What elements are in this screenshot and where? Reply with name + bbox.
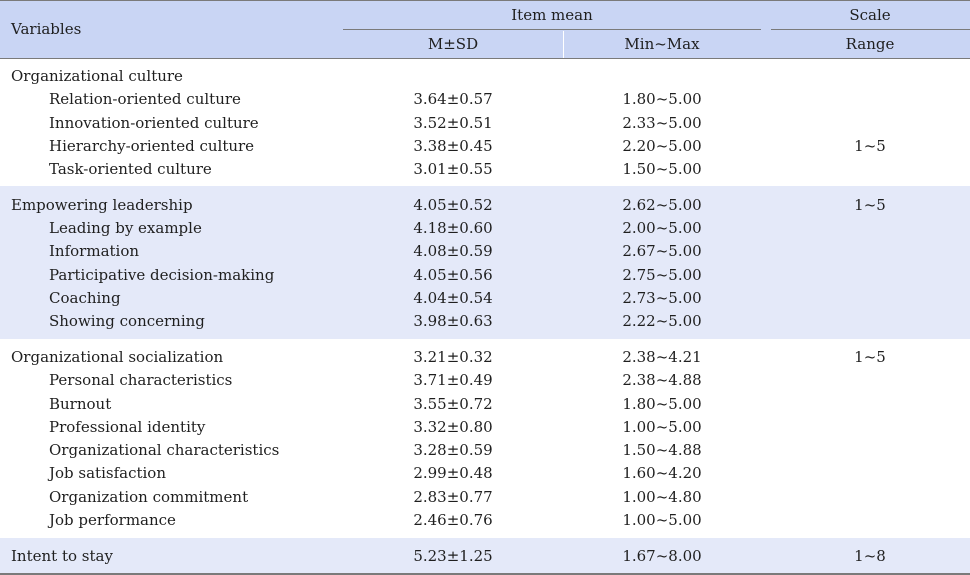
item-msd: 3.98±0.63 bbox=[413, 312, 493, 330]
item-msd: 3.32±0.80 bbox=[413, 418, 493, 436]
header-variables: Variables bbox=[11, 20, 82, 38]
scale-underline bbox=[771, 29, 970, 30]
item-minmax: 1.00~4.80 bbox=[622, 488, 702, 506]
group-label: Organizational socialization bbox=[11, 348, 224, 366]
item-minmax: 2.73~5.00 bbox=[622, 289, 702, 307]
item-msd: 2.46±0.76 bbox=[413, 511, 493, 529]
item-msd: 4.08±0.59 bbox=[413, 242, 493, 260]
item-minmax: 2.20~5.00 bbox=[622, 137, 702, 155]
item-label: Job performance bbox=[49, 511, 176, 529]
item-msd: 3.01±0.55 bbox=[413, 160, 493, 178]
group-band bbox=[0, 339, 970, 538]
item-minmax: 1.00~5.00 bbox=[622, 511, 702, 529]
header-msd: M±SD bbox=[427, 35, 479, 53]
item-label: Coaching bbox=[49, 289, 121, 307]
item-minmax: 2.75~5.00 bbox=[622, 266, 702, 284]
item-label: Information bbox=[49, 242, 140, 260]
item-msd: 4.05±0.56 bbox=[413, 266, 493, 284]
item-msd: 2.83±0.77 bbox=[413, 488, 493, 506]
item-msd: 3.52±0.51 bbox=[413, 114, 493, 132]
item-minmax: 1.50~5.00 bbox=[622, 160, 702, 178]
group-minmax: 2.62~5.00 bbox=[622, 196, 702, 214]
group-range: 1~5 bbox=[854, 137, 886, 155]
column-separator bbox=[563, 31, 564, 58]
item-label: Innovation-oriented culture bbox=[49, 114, 259, 132]
item-label: Personal characteristics bbox=[49, 371, 233, 389]
group-range: 1~5 bbox=[854, 196, 886, 214]
header-item-mean: Item mean bbox=[511, 6, 593, 24]
group-msd: 5.23±1.25 bbox=[413, 547, 493, 565]
item-msd: 3.55±0.72 bbox=[413, 395, 493, 413]
item-msd: 3.38±0.45 bbox=[413, 137, 493, 155]
group-label: Organizational culture bbox=[11, 67, 183, 85]
item-minmax: 2.22~5.00 bbox=[622, 312, 702, 330]
item-minmax: 2.33~5.00 bbox=[622, 114, 702, 132]
item-minmax: 1.80~5.00 bbox=[622, 90, 702, 108]
item-mean-underline bbox=[343, 29, 761, 30]
group-range: 1~8 bbox=[854, 547, 886, 565]
item-label: Task-oriented culture bbox=[49, 160, 212, 178]
item-msd: 2.99±0.48 bbox=[413, 464, 493, 482]
item-minmax: 2.38~4.88 bbox=[622, 371, 702, 389]
item-minmax: 1.00~5.00 bbox=[622, 418, 702, 436]
group-minmax: 2.38~4.21 bbox=[622, 348, 702, 366]
group-label: Empowering leadership bbox=[11, 196, 193, 214]
group-band bbox=[0, 538, 970, 573]
table-bottom-rule bbox=[0, 573, 970, 575]
item-msd: 3.28±0.59 bbox=[413, 441, 493, 459]
group-label: Intent to stay bbox=[11, 547, 113, 565]
item-minmax: 2.67~5.00 bbox=[622, 242, 702, 260]
header-minmax: Min~Max bbox=[624, 35, 700, 53]
group-msd: 3.21±0.32 bbox=[413, 348, 493, 366]
item-label: Job satisfaction bbox=[49, 464, 166, 482]
group-band bbox=[0, 186, 970, 339]
item-label: Relation-oriented culture bbox=[49, 90, 241, 108]
group-msd: 4.05±0.52 bbox=[413, 196, 493, 214]
item-label: Professional identity bbox=[49, 418, 206, 436]
item-label: Organizational characteristics bbox=[49, 441, 280, 459]
item-msd: 4.04±0.54 bbox=[413, 289, 493, 307]
item-msd: 3.71±0.49 bbox=[413, 371, 493, 389]
header-range: Range bbox=[845, 35, 895, 53]
item-label: Hierarchy-oriented culture bbox=[49, 137, 255, 155]
item-minmax: 2.00~5.00 bbox=[622, 219, 702, 237]
header-bottom-rule bbox=[0, 58, 970, 59]
item-label: Participative decision-making bbox=[49, 266, 275, 284]
item-label: Organization commitment bbox=[49, 488, 249, 506]
item-label: Burnout bbox=[49, 395, 112, 413]
item-minmax: 1.50~4.88 bbox=[622, 441, 702, 459]
item-msd: 3.64±0.57 bbox=[413, 90, 493, 108]
item-label: Leading by example bbox=[49, 219, 202, 237]
item-minmax: 1.80~5.00 bbox=[622, 395, 702, 413]
item-minmax: 1.60~4.20 bbox=[622, 464, 702, 482]
group-range: 1~5 bbox=[854, 348, 886, 366]
item-label: Showing concerning bbox=[49, 312, 205, 330]
item-msd: 4.18±0.60 bbox=[413, 219, 493, 237]
group-minmax: 1.67~8.00 bbox=[622, 547, 702, 565]
header-scale: Scale bbox=[849, 6, 891, 24]
